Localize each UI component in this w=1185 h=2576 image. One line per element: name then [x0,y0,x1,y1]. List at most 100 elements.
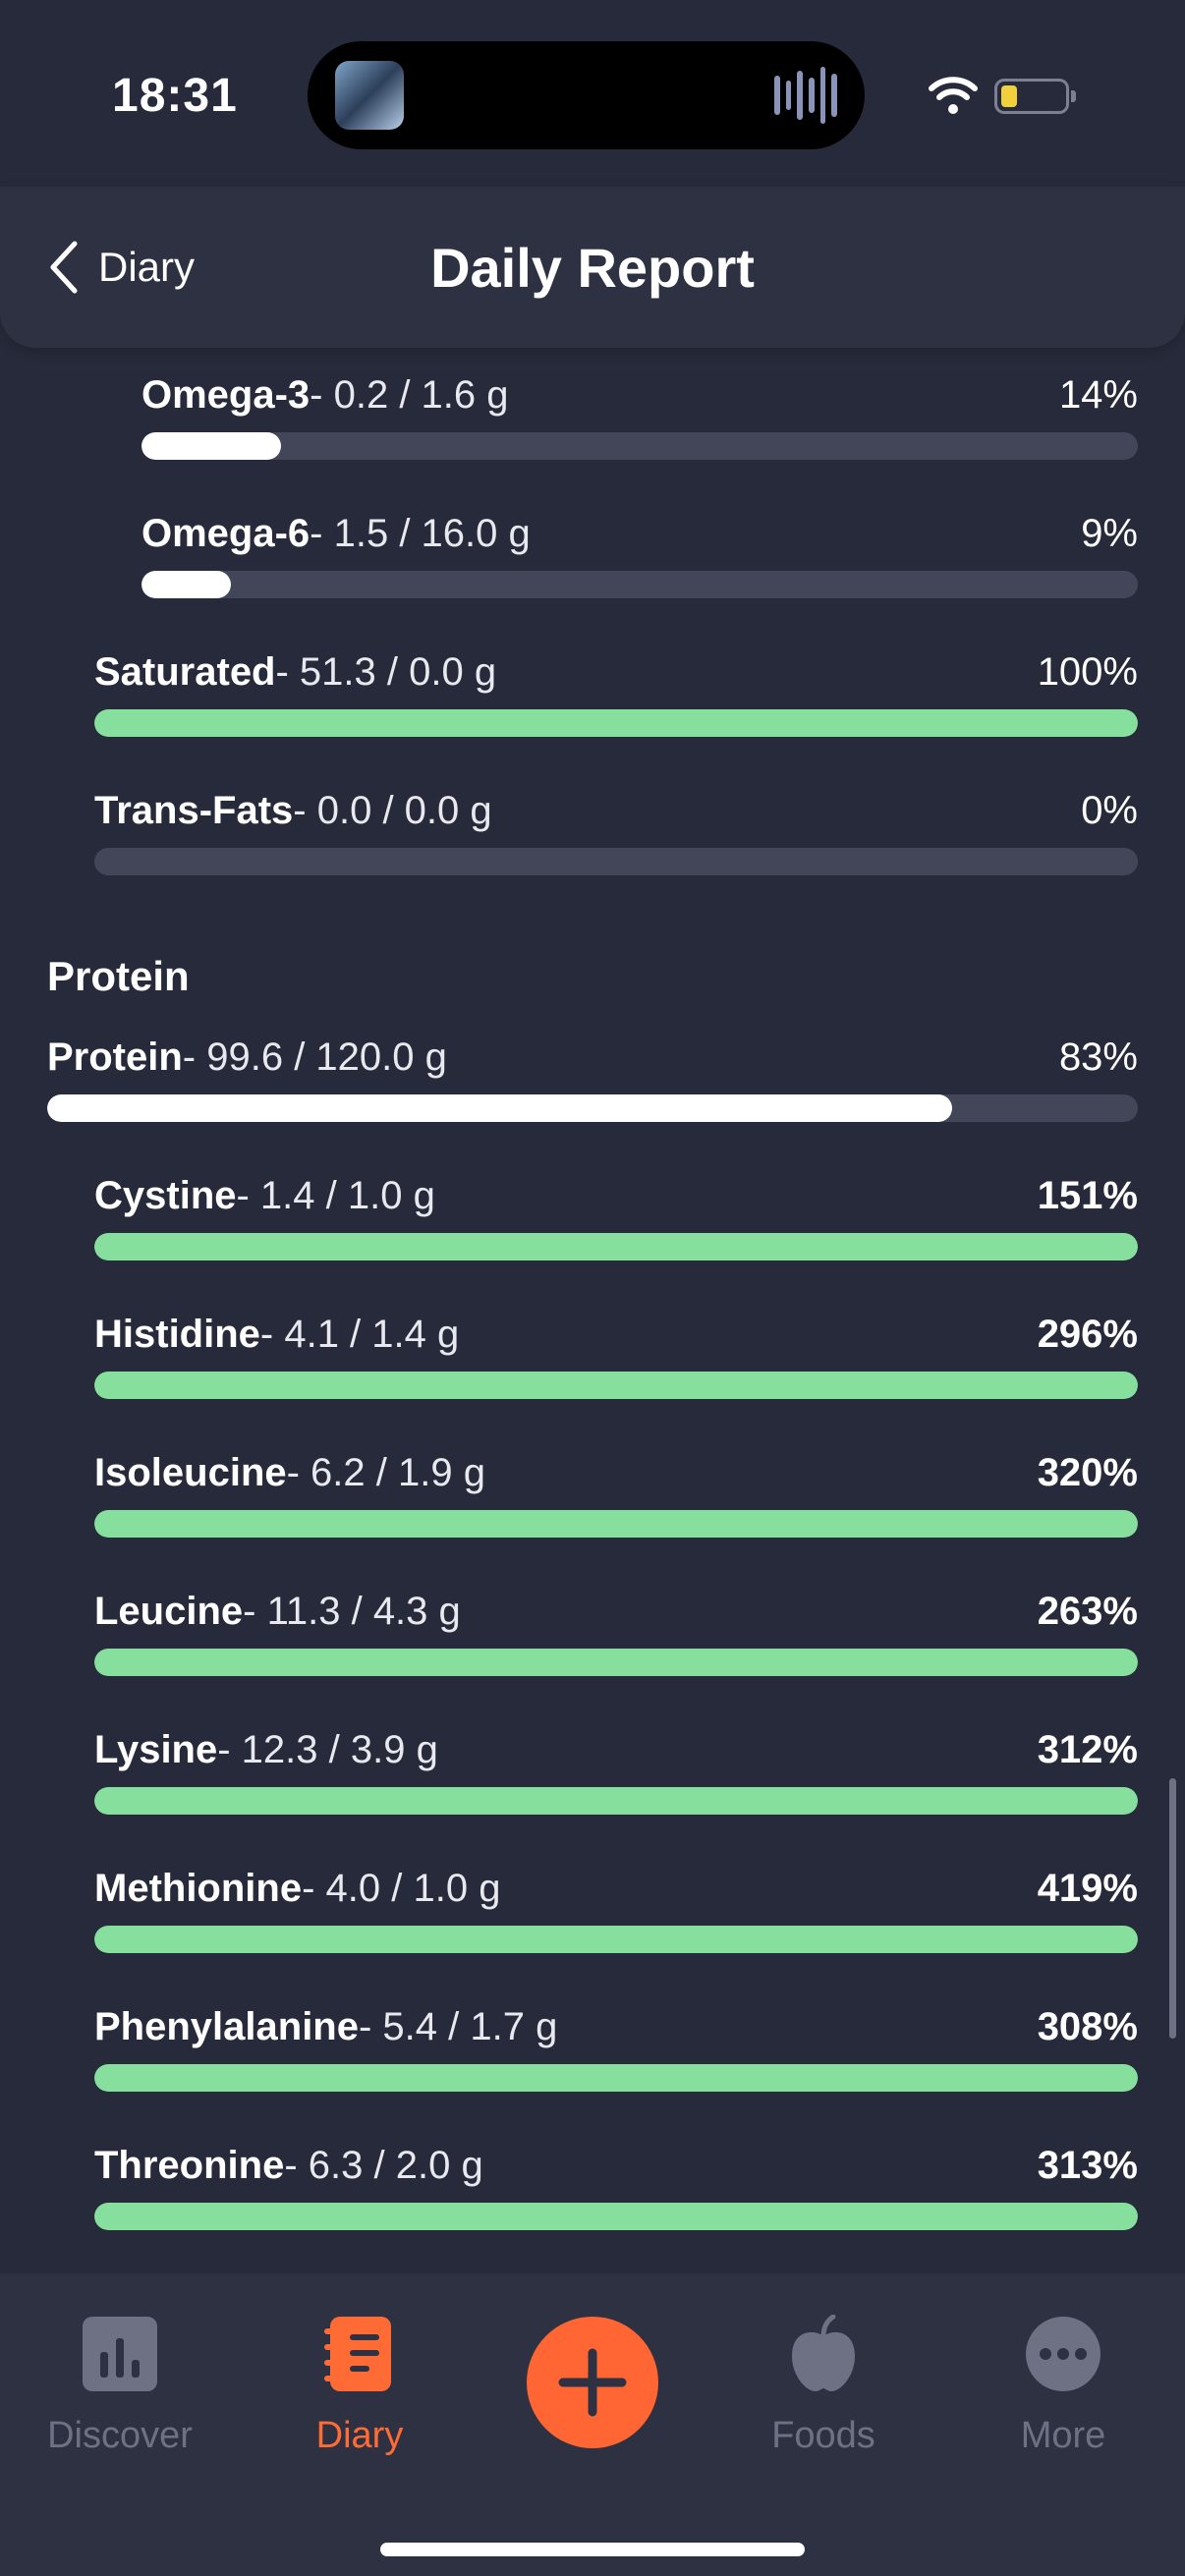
nutrient-amount: - 6.2 / 1.9 g [286,1451,485,1494]
tab-discover[interactable]: Discover [22,2315,218,2472]
album-art-thumbnail [335,61,404,130]
nutrient-row-isoleucine[interactable]: Isoleucine- 6.2 / 1.9 g 320% [94,1451,1138,1540]
nutrient-percent: 320% [1037,1451,1138,1494]
nutrient-row-trans-fats[interactable]: Trans-Fats- 0.0 / 0.0 g 0% [94,789,1138,877]
back-label: Diary [98,244,196,290]
nutrient-amount: - 51.3 / 0.0 g [275,650,497,694]
nutrient-name: Omega-6 [141,512,310,555]
nutrient-amount: - 1.5 / 16.0 g [310,512,531,555]
add-food-button[interactable] [527,2317,658,2448]
progress-track [141,432,1138,460]
progress-track [94,848,1138,875]
nutrient-percent: 0% [1081,789,1138,832]
audio-waveform-icon [774,63,838,128]
progress-track [94,2064,1138,2092]
nutrient-amount: - 5.4 / 1.7 g [358,2005,558,2048]
home-indicator[interactable] [380,2543,805,2556]
nutrient-name: Protein [47,1036,183,1079]
progress-fill [94,1372,1138,1399]
nutrient-name: Leucine [94,1590,244,1633]
progress-fill [94,709,1138,737]
nutrient-name: Omega-3 [141,373,310,417]
nutrient-percent: 151% [1037,1174,1138,1217]
nutrient-name: Trans-Fats [94,789,294,832]
status-time: 18:31 [112,70,238,122]
nutrient-percent: 313% [1037,2144,1138,2187]
nutrient-row-histidine[interactable]: Histidine- 4.1 / 1.4 g 296% [94,1313,1138,1401]
status-bar: 18:31 [0,0,1185,187]
progress-track [94,1926,1138,1953]
nutrient-row-phenylalanine[interactable]: Phenylalanine- 5.4 / 1.7 g 308% [94,2005,1138,2094]
nutrient-percent: 419% [1037,1867,1138,1910]
tab-label: Foods [771,2415,875,2456]
progress-fill [47,1094,953,1122]
tab-label: More [1020,2415,1106,2456]
progress-fill [141,432,281,460]
nutrient-name: Lysine [94,1728,218,1771]
battery-icon [994,79,1076,114]
nutrient-name: Histidine [94,1313,260,1356]
progress-fill [94,2064,1138,2092]
navigation-header: Diary Daily Report [0,187,1185,348]
tab-bar: Discover Diary F [0,2273,1185,2576]
nutrient-row-methionine[interactable]: Methionine- 4.0 / 1.0 g 419% [94,1867,1138,1955]
nutrient-percent: 9% [1081,512,1138,555]
nutrient-row-omega-6[interactable]: Omega-6- 1.5 / 16.0 g 9% [141,512,1138,600]
battery-level [1001,85,1017,107]
nutrient-amount: - 99.6 / 120.0 g [182,1036,447,1079]
wifi-icon [929,77,978,114]
more-dots-icon [1026,2317,1100,2391]
nutrient-percent: 312% [1037,1728,1138,1771]
section-title-protein: Protein [47,953,190,999]
progress-fill [94,1649,1138,1676]
progress-track [94,2203,1138,2230]
nutrient-name: Phenylalanine [94,2005,359,2048]
nutrient-row-leucine[interactable]: Leucine- 11.3 / 4.3 g 263% [94,1590,1138,1678]
progress-fill [94,1233,1138,1260]
notebook-icon [324,2317,391,2391]
nutrient-percent: 100% [1037,650,1138,694]
dynamic-island[interactable] [308,41,865,149]
plus-icon [558,2348,627,2417]
tab-label: Diary [315,2415,404,2456]
nutrient-amount: - 0.2 / 1.6 g [310,373,509,417]
nutrient-name: Isoleucine [94,1451,287,1494]
nutrient-row-threonine[interactable]: Threonine- 6.3 / 2.0 g 313% [94,2144,1138,2232]
nutrient-row-protein-total[interactable]: Protein- 99.6 / 120.0 g 83% [47,1036,1138,1124]
progress-track [94,1372,1138,1399]
back-button[interactable]: Diary [47,228,195,307]
scrollbar[interactable] [1169,1778,1176,2039]
progress-fill [94,2203,1138,2230]
progress-fill [141,571,232,598]
nutrient-row-cystine[interactable]: Cystine- 1.4 / 1.0 g 151% [94,1174,1138,1262]
nutrient-name: Methionine [94,1867,303,1910]
progress-track [94,709,1138,737]
progress-track [94,1510,1138,1538]
nutrient-amount: - 4.1 / 1.4 g [259,1313,460,1356]
chevron-left-icon [50,241,78,294]
nutrient-name: Threonine [94,2144,285,2187]
tab-foods[interactable]: Foods [725,2314,922,2472]
nutrient-percent: 296% [1037,1313,1138,1356]
nutrient-percent: 14% [1058,373,1138,417]
progress-fill [94,1510,1138,1538]
nutrient-name: Cystine [94,1174,237,1217]
nutrient-row-lysine[interactable]: Lysine- 12.3 / 3.9 g 312% [94,1728,1138,1817]
progress-fill [94,1926,1138,1953]
progress-fill [94,1787,1138,1815]
nutrient-amount: - 1.4 / 1.0 g [236,1174,435,1217]
bar-chart-icon [83,2317,157,2391]
nutrient-amount: - 6.3 / 2.0 g [284,2144,483,2187]
nutrient-percent: 308% [1037,2005,1138,2048]
tab-label: Discover [47,2415,193,2456]
nutrient-row-omega-3[interactable]: Omega-3- 0.2 / 1.6 g 14% [141,373,1138,462]
nutrient-percent: 263% [1037,1590,1138,1633]
nutrient-list[interactable]: Omega-3- 0.2 / 1.6 g 14% Omega-6- 1.5 / … [0,348,1185,2273]
tab-diary[interactable]: Diary [261,2315,458,2472]
nutrient-row-saturated[interactable]: Saturated- 51.3 / 0.0 g 100% [94,650,1138,739]
tab-more[interactable]: More [965,2315,1161,2472]
page-title: Daily Report [430,237,755,299]
nutrient-percent: 83% [1058,1036,1138,1079]
apple-icon [792,2314,855,2391]
progress-track [94,1787,1138,1815]
